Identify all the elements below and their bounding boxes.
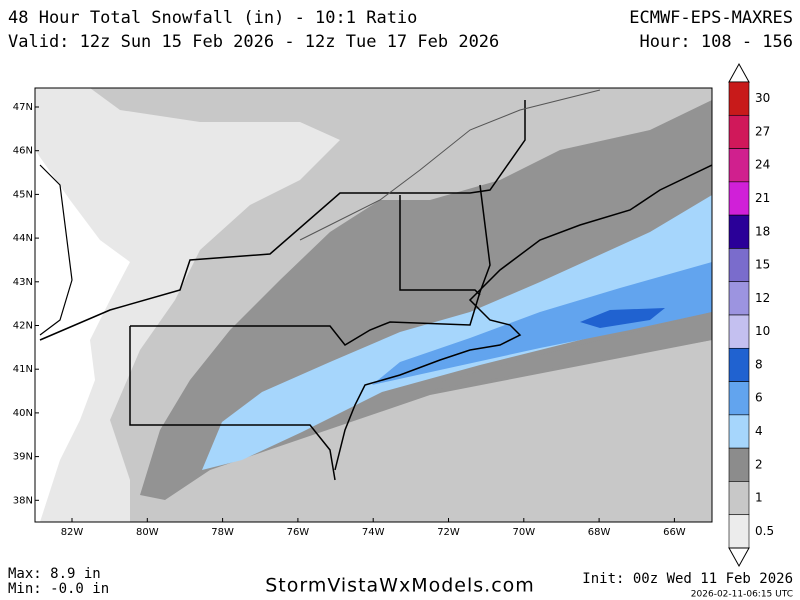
border-lines	[129, 326, 336, 481]
shade-ocean-2in	[420, 312, 712, 392]
latitude-label: 39N	[13, 452, 33, 463]
legend-swatch	[728, 514, 750, 549]
latitude-label: 47N	[13, 102, 33, 113]
legend-swatch	[728, 248, 750, 283]
latitude-label: 44N	[13, 233, 33, 244]
legend-swatch	[728, 148, 750, 183]
longitude-label: 66W	[663, 527, 686, 538]
longitude-label: 70W	[512, 527, 535, 538]
legend-label: 12	[755, 291, 770, 305]
legend-swatch	[728, 214, 750, 249]
latitude-label: 41N	[13, 364, 33, 375]
legend-label: 0.5	[755, 524, 774, 538]
legend-swatch	[728, 414, 750, 449]
longitude-label: 68W	[588, 527, 611, 538]
longitude-label: 80W	[136, 527, 159, 538]
legend-swatch	[728, 81, 750, 116]
valid-time: Valid: 12z Sun 15 Feb 2026 - 12z Tue 17 …	[8, 32, 499, 52]
legend-swatch	[728, 181, 750, 216]
latitude-label: 42N	[13, 321, 33, 332]
legend-label: 21	[755, 191, 770, 205]
border-lines	[39, 100, 526, 341]
legend-label: 2	[755, 457, 763, 471]
legend-label: 8	[755, 357, 763, 371]
longitude-label: 78W	[211, 527, 234, 538]
legend-swatch	[728, 114, 750, 149]
legend-swatch	[728, 447, 750, 482]
longitude-label: 82W	[61, 527, 84, 538]
legend-label: 1	[755, 491, 763, 505]
river	[299, 89, 601, 241]
legend-label: 24	[755, 158, 770, 172]
latitude-label: 40N	[13, 408, 33, 419]
map	[34, 87, 713, 523]
legend-label: 30	[755, 91, 770, 105]
legend-arrow-top	[728, 62, 750, 83]
longitude-label: 74W	[362, 527, 385, 538]
shade-8in	[580, 308, 665, 328]
max-value: Max: 8.9 in	[8, 566, 101, 582]
legend-label: 6	[755, 391, 763, 405]
forecast-hour: Hour: 108 - 156	[639, 32, 793, 52]
no-snow-area	[35, 150, 130, 522]
model-name: ECMWF-EPS-MAXRES	[629, 8, 793, 28]
latitude-label: 43N	[13, 277, 33, 288]
shade-4in	[202, 195, 712, 470]
latitude-label: 45N	[13, 189, 33, 200]
min-value: Min: -0.0 in	[8, 581, 109, 597]
longitude-label: 76W	[287, 527, 310, 538]
legend-label: 10	[755, 324, 770, 338]
legend-label: 18	[755, 224, 770, 238]
latitude-label: 46N	[13, 146, 33, 157]
timestamp: 2026-02-11-06:15 UTC	[691, 590, 793, 600]
legend-label: 4	[755, 424, 763, 438]
legend-swatch	[728, 481, 750, 516]
legend-swatch	[728, 347, 750, 382]
legend-label: 27	[755, 124, 770, 138]
legend-swatch	[728, 281, 750, 316]
legend-swatch	[728, 314, 750, 349]
legend-arrow-bottom	[728, 547, 750, 568]
longitude-label: 72W	[437, 527, 460, 538]
init-time: Init: 00z Wed 11 Feb 2026	[582, 571, 793, 587]
site-name: StormVistaWxModels.com	[265, 575, 535, 597]
latitude-label: 38N	[13, 495, 33, 506]
legend-swatch	[728, 381, 750, 416]
coastline	[334, 164, 712, 471]
border-lines	[130, 184, 491, 346]
title: 48 Hour Total Snowfall (in) - 10:1 Ratio	[8, 8, 417, 28]
coastline	[39, 164, 73, 336]
legend-label: 15	[755, 258, 770, 272]
